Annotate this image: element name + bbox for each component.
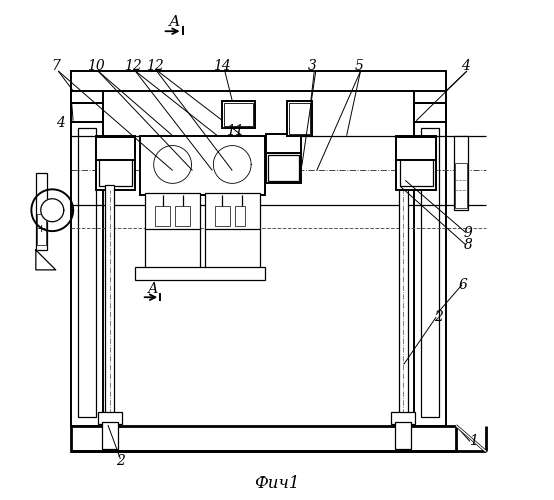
Text: 2: 2 xyxy=(434,310,443,324)
Bar xyxy=(145,138,200,192)
Bar xyxy=(105,186,115,414)
Text: А: А xyxy=(170,16,181,30)
Bar xyxy=(266,153,301,183)
Bar xyxy=(155,206,170,226)
Bar xyxy=(414,122,446,426)
Bar xyxy=(102,422,118,449)
Bar xyxy=(95,136,135,160)
Bar xyxy=(145,193,200,230)
Bar xyxy=(400,140,433,186)
Text: Фич1: Фич1 xyxy=(254,475,300,492)
Bar xyxy=(396,136,436,160)
Bar xyxy=(215,206,230,226)
Text: 9: 9 xyxy=(464,226,473,239)
Bar xyxy=(37,214,46,245)
Bar xyxy=(205,138,260,192)
Bar xyxy=(71,122,103,426)
Bar xyxy=(145,229,200,270)
Bar xyxy=(224,103,253,126)
Text: 14: 14 xyxy=(213,59,231,73)
Text: 2: 2 xyxy=(116,454,125,468)
Text: 7: 7 xyxy=(52,59,60,73)
Bar xyxy=(391,412,416,424)
Text: 5: 5 xyxy=(355,59,363,73)
Text: +: + xyxy=(37,224,46,234)
Bar xyxy=(222,101,255,128)
Bar xyxy=(421,128,439,416)
Text: 6: 6 xyxy=(459,278,468,292)
Bar xyxy=(95,136,135,190)
Bar xyxy=(36,173,47,250)
Bar xyxy=(205,229,260,270)
Bar xyxy=(99,140,132,186)
Bar xyxy=(71,426,456,452)
Bar xyxy=(396,136,436,190)
Bar xyxy=(135,268,265,280)
Bar xyxy=(396,422,411,449)
Bar xyxy=(289,103,310,134)
Bar xyxy=(287,101,312,136)
Bar xyxy=(148,140,197,188)
Text: 12: 12 xyxy=(146,59,164,73)
Text: 8: 8 xyxy=(464,238,473,252)
Bar xyxy=(268,155,299,181)
Bar xyxy=(175,206,190,226)
Bar xyxy=(235,206,245,226)
Bar xyxy=(454,136,469,210)
Text: 4: 4 xyxy=(57,116,65,130)
Circle shape xyxy=(41,198,64,222)
Bar xyxy=(71,104,103,122)
Polygon shape xyxy=(456,426,486,452)
Polygon shape xyxy=(36,250,56,270)
Bar xyxy=(98,412,122,424)
Bar xyxy=(266,134,301,153)
Bar xyxy=(205,193,260,230)
Text: 3: 3 xyxy=(307,59,316,73)
Bar xyxy=(455,164,467,208)
Text: 12: 12 xyxy=(124,59,142,73)
Bar xyxy=(414,104,446,122)
Text: А: А xyxy=(147,282,158,296)
Text: 1: 1 xyxy=(469,434,478,448)
Text: 4: 4 xyxy=(461,59,470,73)
Text: 11: 11 xyxy=(226,124,244,138)
Bar xyxy=(140,136,265,196)
Text: 10: 10 xyxy=(86,59,104,73)
Bar xyxy=(71,71,446,91)
Bar xyxy=(399,186,408,414)
Bar xyxy=(207,140,257,188)
Bar xyxy=(78,128,95,416)
